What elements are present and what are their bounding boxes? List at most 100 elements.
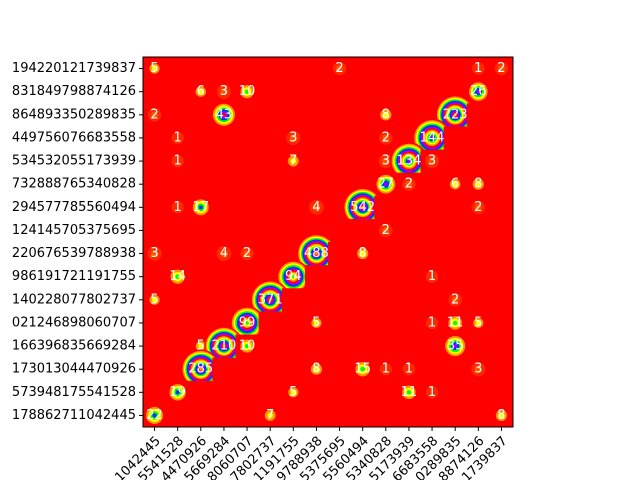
cell-bg [374,57,398,81]
cell-bg [397,195,421,219]
cell-bg [489,172,513,196]
cell [189,149,213,173]
cell-ring [451,296,459,304]
cell-bg [328,380,352,404]
cell-bg [466,218,490,242]
cell [281,195,305,219]
cell-bg [166,311,190,335]
y-tick-label: 534532055173939 [12,154,136,169]
y-tick-label: 294577785560494 [12,200,136,215]
cell [143,242,167,266]
cell-bg [166,172,190,196]
cell-label: 94 [285,269,302,284]
cell-ring [151,111,158,119]
cell [489,380,513,404]
cell [281,172,305,196]
cell [466,380,490,404]
cell [258,218,282,242]
cell-bg [420,195,444,219]
cell [489,57,513,81]
cell [443,403,467,427]
cell [328,80,352,104]
cell-ring [402,362,416,376]
cell-label: 15 [354,362,371,377]
cell [420,357,444,381]
cell [443,149,467,173]
cell-bg [443,380,467,404]
cell [443,311,467,335]
cell [143,265,167,289]
cell-label: 5 [289,385,297,400]
cell-ring [425,316,439,330]
cell [397,357,421,381]
cell-ring [383,182,388,187]
cell-bg [143,265,167,289]
y-tick-label: 986191721191755 [12,269,136,284]
cell [189,103,213,127]
cell-ring [428,157,436,165]
cell [296,233,337,274]
cell [212,195,236,219]
cell [443,380,467,404]
cell-label: 11 [401,385,418,400]
cell-bg [258,334,282,358]
cell-bg [212,357,236,381]
cell [466,126,490,150]
cell-bg [258,242,282,266]
cell [397,103,421,127]
cell-bg [212,380,236,404]
cell [397,265,421,289]
cell [351,380,375,404]
cell [235,357,259,381]
cell [304,172,328,196]
cell-ring [382,134,390,142]
cell [390,142,428,180]
cell-label: 19 [169,385,186,400]
cell [281,403,305,427]
cell [143,288,167,312]
cell-bg [443,149,467,173]
cell-bg [466,126,490,150]
cell [235,195,259,219]
cell-ring [452,181,458,187]
cell [489,334,513,358]
cell [189,403,213,427]
cell-bg [489,80,513,104]
cell-ring [498,412,505,419]
cell-ring [405,180,413,188]
cell [258,311,282,335]
cell-label: 4 [312,200,320,215]
cell [374,103,398,127]
cell-ring [336,65,343,72]
cell-bg [351,126,375,150]
cell-bg [489,334,513,358]
cell [374,218,398,242]
cell-ring [474,203,482,211]
cell-ring [472,62,485,75]
cell-label: 6 [197,84,205,99]
cell [397,334,421,358]
cell-ring [244,89,250,94]
cell [212,172,236,196]
cell [397,403,421,427]
cell [466,242,490,266]
cell-ring [425,270,439,283]
cell-bg [235,57,259,81]
cell-bg [258,218,282,242]
cell-label: 1 [428,269,436,284]
cell [443,288,467,312]
cell [328,380,352,404]
cell-ring [267,412,273,419]
cell-bg [397,311,421,335]
cell-label: 8 [312,362,320,377]
cell [443,357,467,381]
cell [166,218,190,242]
cell-label: 2 [382,130,390,145]
cell-ring [171,131,184,145]
cell-bg [304,57,328,81]
cell [374,265,398,289]
cell-bg [212,288,236,312]
cell-bg [489,149,513,173]
cell [304,265,328,289]
cell-ring [453,113,457,117]
